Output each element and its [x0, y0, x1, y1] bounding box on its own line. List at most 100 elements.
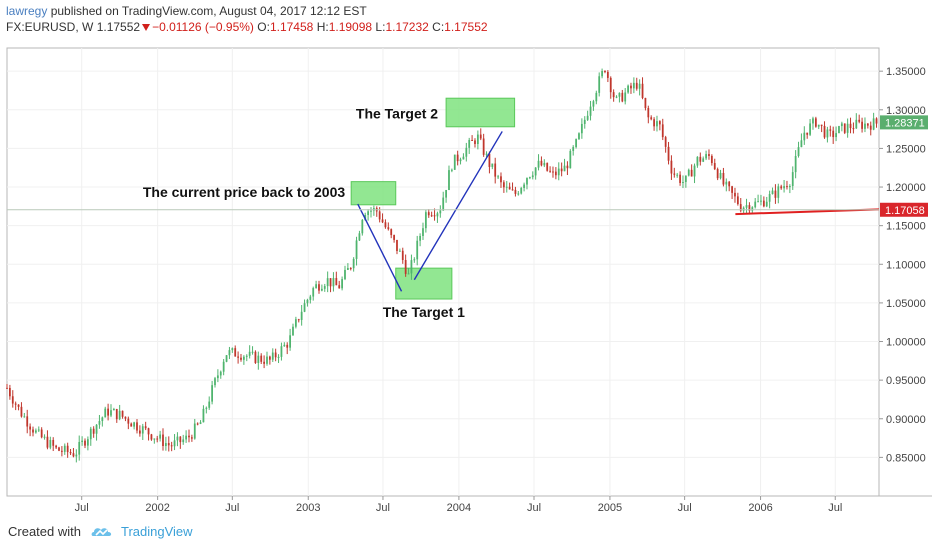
candle-body: [251, 351, 254, 353]
candle-body: [173, 440, 176, 447]
last-close-tag: 1.28371: [880, 115, 928, 130]
x-axis-ticks: Jul 2002 Jul 2003 Jul 2004 Jul 2005 Jul 2006 Jul: [75, 496, 842, 514]
candle: [277, 354, 280, 364]
candle: [840, 121, 843, 132]
candle-body: [26, 416, 29, 427]
candle: [115, 408, 118, 423]
candles: [6, 68, 878, 463]
current-price-tag: 1.17058: [880, 202, 928, 217]
candle-body: [228, 350, 231, 356]
candle: [234, 345, 237, 357]
candle-body: [728, 181, 731, 187]
candle-body: [485, 153, 488, 155]
low-label: L:: [375, 20, 386, 34]
candle-body: [320, 288, 323, 291]
y-tick-label: 1.10000: [886, 259, 926, 271]
zone-label: The current price back to 2003: [143, 184, 346, 200]
symbol-name[interactable]: FX:EURUSD, W: [6, 20, 94, 34]
candle: [852, 122, 855, 134]
candle-body: [315, 284, 317, 289]
candle: [838, 125, 840, 134]
candle-body: [159, 434, 162, 439]
candle: [606, 70, 609, 83]
open-value: 1.17458: [269, 20, 314, 34]
high-label: H:: [316, 20, 329, 34]
candle-body: [292, 326, 294, 336]
candle: [861, 117, 863, 133]
candle-body: [208, 401, 211, 408]
candle: [202, 405, 205, 423]
candle: [427, 209, 430, 218]
candle-body: [534, 167, 537, 176]
author-link[interactable]: lawregy: [6, 4, 48, 18]
candle-body: [335, 278, 338, 286]
candle-body: [34, 430, 37, 433]
candle: [586, 110, 589, 121]
candle-body: [826, 129, 829, 138]
candle-body: [604, 71, 606, 73]
candle-body: [566, 165, 569, 169]
candle-body: [471, 139, 473, 141]
zone-label: The Target 2: [356, 105, 438, 121]
target-zone: [350, 181, 397, 206]
candle: [60, 446, 63, 457]
candle: [153, 438, 156, 444]
candle: [289, 328, 291, 351]
candle: [630, 82, 632, 94]
candle: [528, 176, 531, 180]
candle: [442, 191, 445, 211]
candle: [474, 138, 476, 148]
candle-body: [11, 396, 14, 404]
candle: [294, 316, 297, 329]
tradingview-brand[interactable]: TradingView: [120, 524, 193, 539]
candle: [696, 156, 699, 168]
candle: [716, 167, 719, 181]
candle: [471, 135, 473, 141]
candle: [430, 211, 433, 217]
candle: [552, 166, 554, 178]
candle: [52, 437, 55, 452]
candle: [647, 105, 650, 124]
candle-body: [300, 311, 303, 320]
candle: [162, 428, 164, 451]
tradingview-cloud-icon[interactable]: [91, 525, 113, 539]
candle-body: [214, 378, 216, 386]
candle-body: [849, 123, 852, 129]
candle: [303, 299, 306, 313]
candle: [78, 435, 81, 461]
candle: [549, 166, 551, 173]
candle-body: [526, 178, 528, 185]
candle: [92, 426, 95, 438]
candle: [237, 351, 239, 364]
candle: [765, 196, 768, 208]
candle: [439, 205, 442, 218]
candle: [814, 116, 817, 128]
candle: [774, 184, 777, 204]
candle-body: [450, 169, 453, 171]
candle: [505, 180, 508, 193]
candle: [823, 121, 826, 139]
candle-body: [86, 439, 89, 446]
candle: [858, 114, 861, 124]
candle: [156, 435, 159, 443]
candle-body: [708, 154, 710, 156]
candle: [133, 421, 136, 430]
candle-body: [196, 423, 199, 425]
candle-body: [578, 133, 580, 140]
candle: [710, 154, 713, 166]
candle-body: [601, 71, 603, 77]
candle: [173, 434, 176, 451]
candle: [344, 265, 346, 281]
x-tick-label: Jul: [678, 502, 692, 514]
price-chart[interactable]: 0.85000 0.90000 0.95000 1.00000 1.05000 1.100…: [0, 0, 932, 520]
candle-body: [517, 193, 520, 195]
candle-body: [237, 356, 239, 358]
candle: [713, 158, 716, 171]
candle-body: [407, 273, 410, 275]
candle-body: [164, 443, 167, 447]
candle-body: [136, 422, 138, 431]
candle-body: [734, 192, 736, 197]
target-zones: [350, 97, 516, 300]
candle: [286, 342, 289, 355]
candle: [453, 154, 456, 170]
